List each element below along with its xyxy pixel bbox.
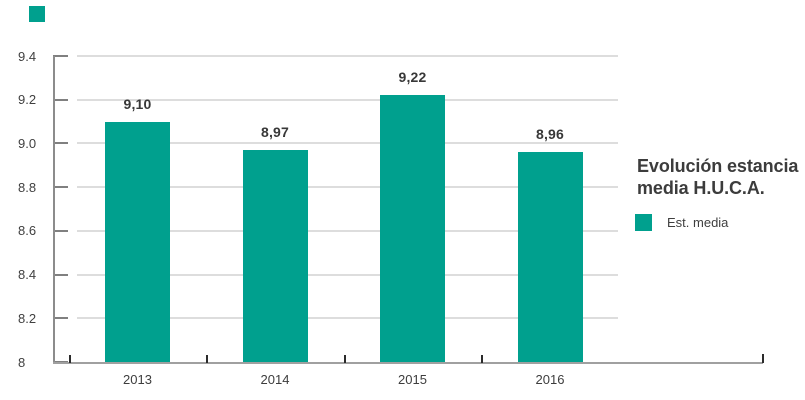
y-axis-label: 8 — [18, 354, 26, 370]
y-axis-label: 9.2 — [18, 92, 37, 108]
gridline — [77, 55, 618, 57]
y-axis-tick — [53, 142, 68, 145]
bar-2015[interactable] — [380, 95, 445, 362]
gridline — [77, 229, 618, 232]
bar-value-label: 9,22 — [398, 69, 427, 86]
bar-2013[interactable] — [105, 121, 170, 362]
chart-side-panel: Evolución estancia media H.U.C.A. Est. m… — [635, 155, 805, 231]
y-axis-label: 9.0 — [18, 135, 37, 151]
gridline — [77, 186, 618, 189]
x-axis-tick — [481, 355, 484, 363]
bar-value-label: 9,10 — [123, 95, 152, 112]
x-axis-label: 2015 — [398, 372, 427, 387]
x-axis-tick — [206, 355, 209, 363]
gridline — [77, 273, 618, 276]
y-axis-tick — [53, 186, 68, 189]
gridline — [77, 98, 618, 101]
y-axis-tick — [53, 98, 68, 101]
bar-value-label: 8,97 — [260, 123, 290, 140]
x-axis-line — [53, 361, 763, 364]
bar-value-label: 8,96 — [535, 126, 565, 143]
y-axis-label: 8.8 — [18, 179, 37, 195]
gridline — [77, 317, 618, 320]
x-axis-label: 2013 — [123, 372, 152, 387]
y-axis-tick — [53, 229, 68, 232]
legend-item[interactable]: Est. media — [635, 214, 728, 231]
y-axis-tick — [53, 55, 68, 57]
bar-2016[interactable] — [517, 152, 583, 362]
x-axis-end-tick — [762, 354, 764, 363]
x-axis-label: 2016 — [535, 372, 565, 387]
y-axis-line — [53, 56, 55, 363]
y-axis-tick — [53, 273, 68, 276]
x-axis-tick — [343, 355, 346, 363]
legend-swatch-icon — [635, 214, 652, 231]
chart-title: Evolución estancia media H.U.C.A. — [637, 156, 799, 198]
y-axis-label: 8.6 — [18, 223, 37, 239]
legend-label: Est. media — [667, 215, 729, 230]
y-axis-label: 8.4 — [18, 267, 37, 283]
y-axis-label: 9.4 — [18, 48, 37, 64]
y-axis-label: 8.2 — [18, 310, 37, 326]
gridline — [77, 142, 618, 145]
brand-accent-square — [29, 6, 45, 22]
x-axis-tick — [68, 355, 71, 363]
bar-2014[interactable] — [242, 149, 308, 362]
x-axis-label: 2014 — [260, 372, 290, 387]
y-axis-tick — [53, 317, 68, 320]
